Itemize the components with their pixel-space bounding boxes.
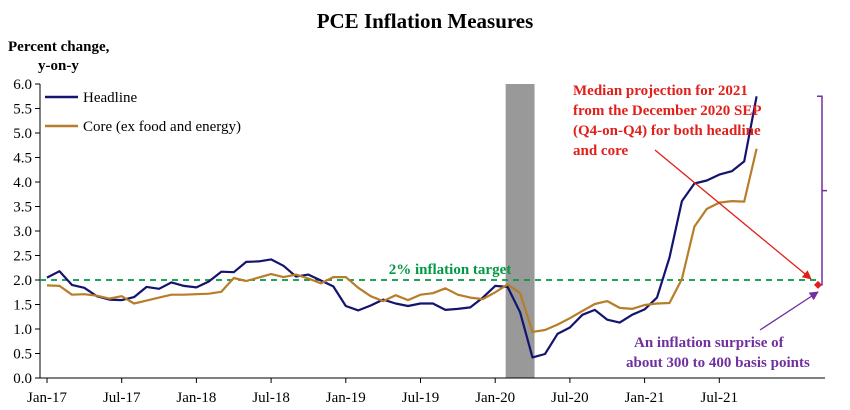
core-series-line [46, 148, 758, 333]
legend-label-core: Core (ex food and energy) [83, 119, 241, 135]
projection-annotation-line: Median projection for 2021 [573, 83, 748, 99]
surprise-arrow [759, 291, 819, 331]
y-tick-label: 5.0 [13, 126, 32, 142]
y-axis-label-line1: Percent change, [8, 39, 110, 55]
surprise-annotation-line: An inflation surprise of [634, 335, 785, 351]
chart-title: PCE Inflation Measures [317, 9, 534, 33]
x-tick-label: Jan-19 [326, 390, 366, 406]
projection-annotation: Median projection for 2021 from the Dece… [573, 83, 762, 159]
x-tick-label: Jul-17 [103, 390, 141, 406]
surprise-annotation: An inflation surprise of about 300 to 40… [626, 335, 810, 371]
x-tick-label: Jul-18 [252, 390, 290, 406]
y-tick-label: 3.5 [13, 200, 32, 216]
y-tick-label: 3.0 [13, 224, 32, 240]
x-axis-ticks: Jan-17 Jul-17 Jan-18 Jul-18 Jan-19 Jul-19 Jan-… [27, 378, 738, 406]
x-tick-label: Jan-20 [475, 390, 515, 406]
y-tick-label: 0.0 [13, 371, 32, 387]
projection-annotation-line: from the December 2020 SEP [573, 103, 762, 119]
surprise-annotation-line: about 300 to 400 basis points [626, 355, 810, 371]
legend-label-headline: Headline [83, 90, 137, 106]
legend: Headline Core (ex food and energy) [45, 90, 241, 135]
y-tick-label: 2.0 [13, 273, 32, 289]
x-tick-label: Jul-19 [402, 390, 440, 406]
y-tick-label: 2.5 [13, 249, 32, 265]
projection-annotation-line: (Q4-on-Q4) for both headline [573, 123, 761, 139]
y-tick-label: 1.5 [13, 298, 32, 314]
projection-arrow [654, 149, 812, 280]
x-tick-label: Jan-18 [176, 390, 216, 406]
headline-series-line [46, 96, 758, 359]
y-tick-label: 4.5 [13, 151, 32, 167]
inflation-target-label: 2% inflation target [389, 262, 511, 278]
y-tick-label: 4.0 [13, 175, 32, 191]
projection-annotation-line: and core [573, 143, 628, 159]
projection-marker [814, 280, 822, 289]
y-tick-label: 6.0 [13, 77, 32, 93]
x-tick-label: Jul-20 [551, 390, 589, 406]
x-tick-label: Jan-17 [27, 390, 67, 406]
x-tick-label: Jan-21 [625, 390, 665, 406]
y-tick-label: 0.5 [13, 347, 32, 363]
y-tick-label: 5.5 [13, 102, 32, 118]
y-tick-label: 1.0 [13, 322, 32, 338]
x-tick-label: Jul-21 [701, 390, 739, 406]
y-axis-ticks: 0.0 0.5 1.0 1.5 2.0 2.5 3.0 3.5 4.0 4.5 5.0 5.5 6.0 [13, 77, 40, 387]
surprise-bracket [817, 95, 827, 286]
y-axis-label-line2: y-on-y [38, 58, 79, 74]
recession-shade [505, 84, 535, 378]
